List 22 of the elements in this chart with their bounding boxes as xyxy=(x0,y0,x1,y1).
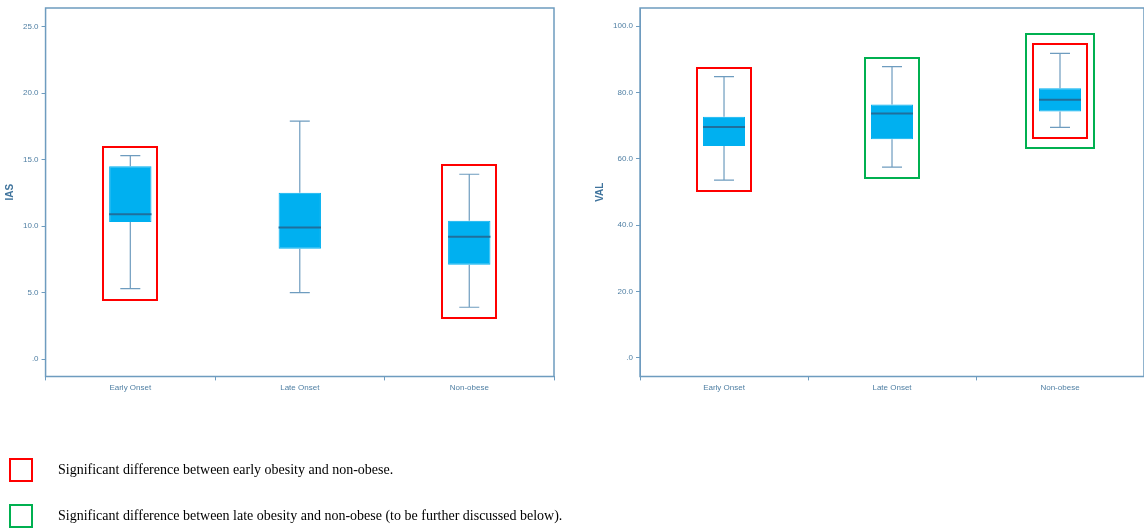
text: Significant difference between late obesity and non-obese (to be further discussed below). xyxy=(58,508,563,524)
y-tick-label: 60.0 xyxy=(617,154,634,164)
y-tick-label: 15.0 xyxy=(22,154,40,164)
y-tick-label: 40.0 xyxy=(617,220,634,230)
x-tick-label: Early Onset xyxy=(703,383,746,393)
text: Significant difference between early obesity and non-obese. xyxy=(58,462,394,478)
y-tick-label: 10.0 xyxy=(22,221,40,231)
y-axis-title: IAS xyxy=(3,183,15,201)
y-tick-label: .0 xyxy=(626,353,634,363)
y-axis-title: VAL xyxy=(593,182,605,202)
y-tick-label: 100.0 xyxy=(612,21,634,31)
x-tick-label: Late Onset xyxy=(280,383,321,393)
x-tick-label: Non-obese xyxy=(1040,383,1081,393)
y-tick-label: 5.0 xyxy=(27,287,40,297)
y-tick-label: 20.0 xyxy=(617,286,634,296)
x-tick-label: Early Onset xyxy=(109,383,152,393)
y-tick-label: 80.0 xyxy=(617,87,634,97)
x-tick-label: Late Onset xyxy=(872,383,913,393)
y-tick-label: 25.0 xyxy=(22,21,40,31)
x-tick-label: Non-obese xyxy=(449,383,490,393)
y-tick-label: 20.0 xyxy=(22,88,40,98)
y-tick-label: .0 xyxy=(31,354,40,364)
